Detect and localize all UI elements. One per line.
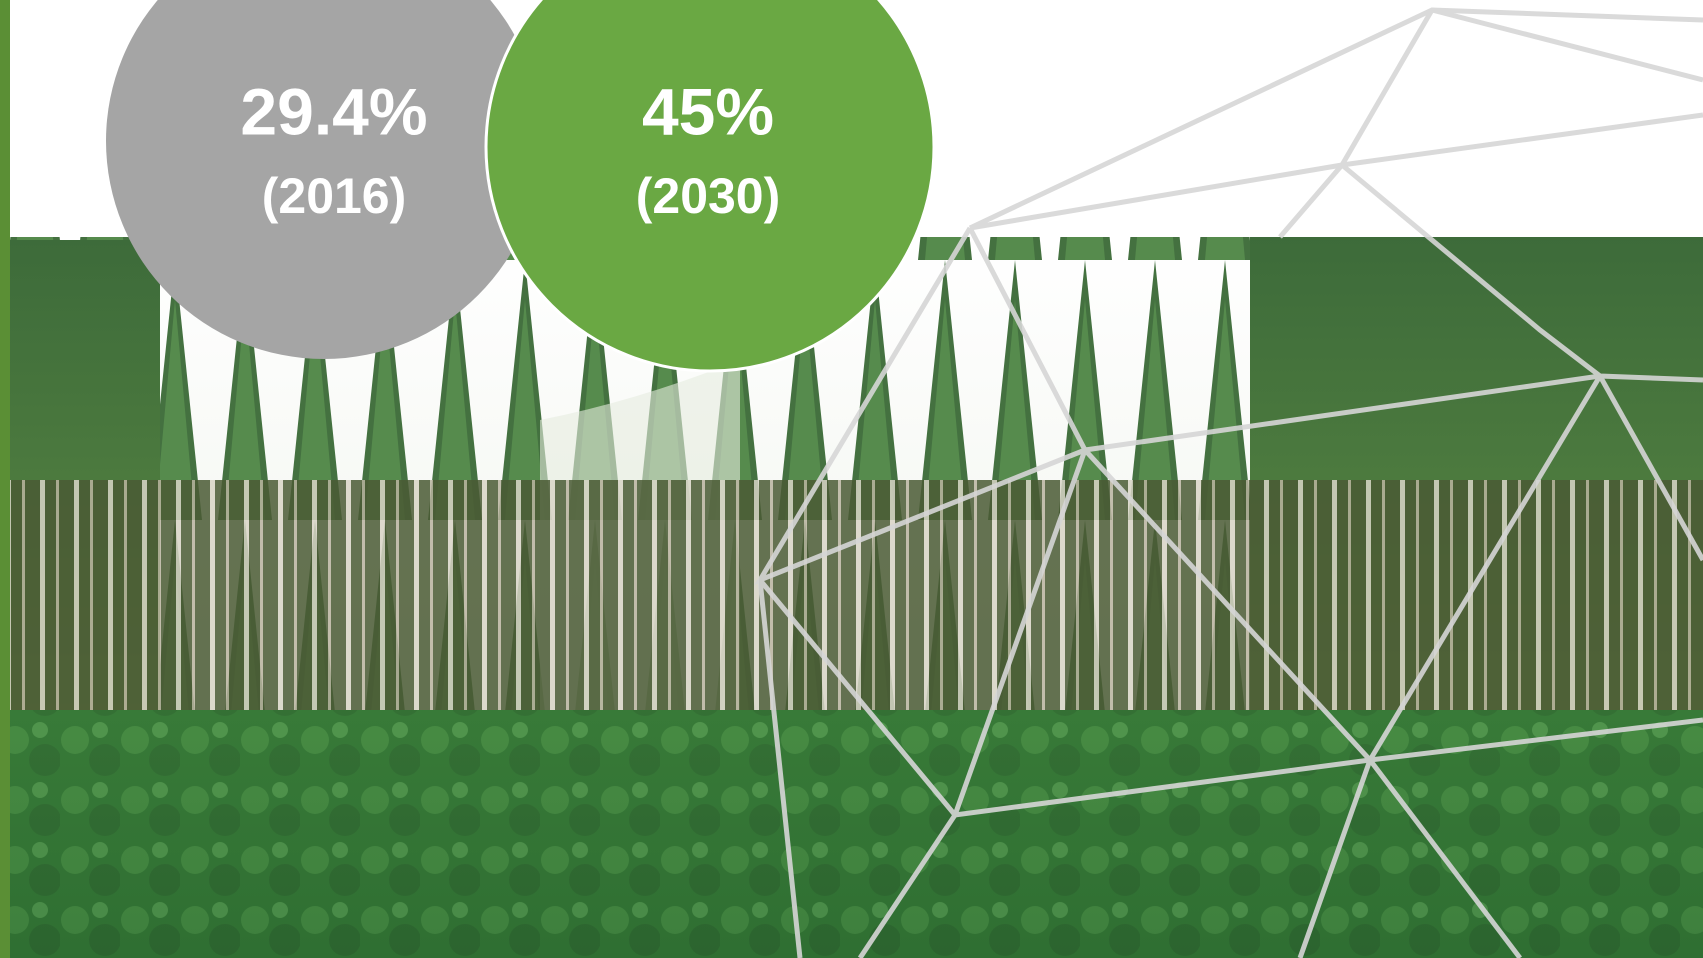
stat-value: 45% xyxy=(642,74,774,148)
page: 29.4% (2016) 45% (2030) (() => { const d… xyxy=(0,0,1703,958)
left-accent-bar xyxy=(0,0,10,958)
stat-value: 29.4% xyxy=(240,74,427,148)
slide: 29.4% (2016) 45% (2030) xyxy=(0,0,1703,958)
stat-year: (2030) xyxy=(636,168,781,224)
stat-year: (2016) xyxy=(262,168,407,224)
